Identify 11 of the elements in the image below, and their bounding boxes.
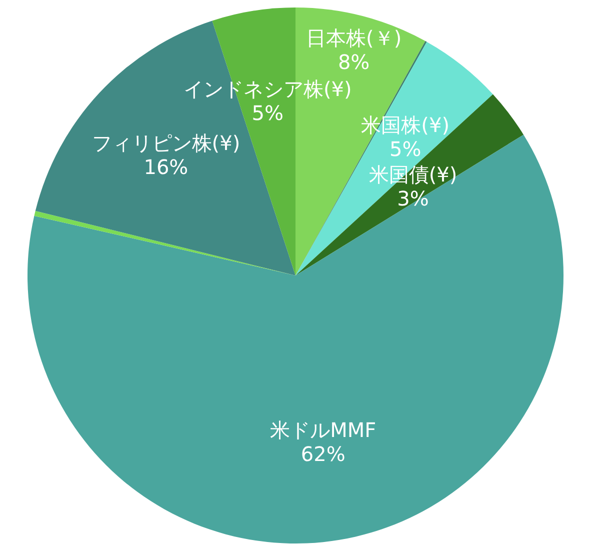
data-label: 8%: [338, 50, 370, 74]
data-label: 5%: [389, 136, 422, 161]
slice-label: インドネシア株(¥): [184, 76, 352, 101]
data-label: 5%: [252, 100, 284, 125]
slice-label: 日本株(￥): [306, 26, 402, 50]
slice-label: 米国株(¥): [361, 112, 450, 137]
slice-label: 米ドルMMF: [270, 418, 376, 442]
slice-label: 米国債(¥): [368, 162, 458, 187]
slice-label: フィリピン株(¥): [92, 131, 240, 156]
data-label: 62%: [300, 442, 346, 466]
data-label: 16%: [144, 155, 188, 180]
